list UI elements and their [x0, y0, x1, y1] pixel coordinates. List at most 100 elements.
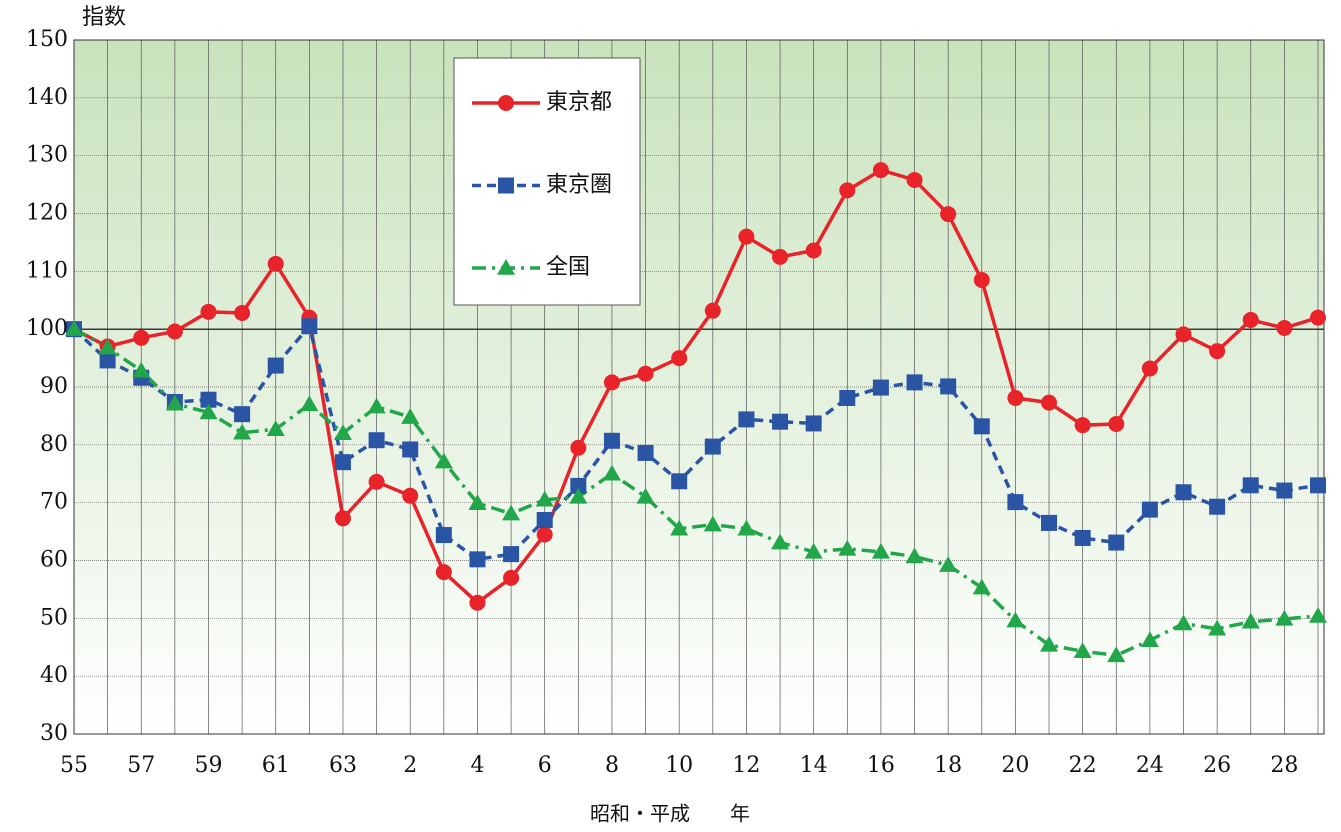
marker — [905, 547, 924, 564]
marker — [503, 546, 520, 563]
marker — [1041, 514, 1058, 531]
x-tick-label: 24 — [1136, 753, 1164, 778]
marker — [703, 515, 722, 532]
y-axis-label: 指数 — [82, 5, 126, 30]
marker — [771, 533, 790, 550]
marker — [738, 228, 755, 245]
legend-label: 東京圏 — [546, 173, 612, 198]
y-tick-label: 30 — [40, 721, 68, 746]
marker — [1141, 501, 1158, 518]
marker — [939, 556, 958, 572]
marker — [1175, 484, 1192, 501]
marker — [1310, 309, 1326, 326]
marker — [871, 542, 890, 559]
y-tick-label: 90 — [40, 374, 68, 399]
marker — [569, 487, 588, 504]
x-tick-label: 55 — [60, 753, 88, 778]
x-axis-label: 昭和・平成 年 — [590, 802, 750, 826]
y-tick-label: 60 — [40, 548, 68, 573]
x-tick-label: 20 — [1001, 753, 1029, 778]
x-tick-label: 26 — [1203, 753, 1231, 778]
y-tick-label: 100 — [26, 316, 68, 341]
x-tick-label: 61 — [262, 753, 290, 778]
x-tick-label: 16 — [867, 753, 895, 778]
legend-label: 東京都 — [546, 90, 612, 115]
marker — [435, 527, 452, 544]
y-tick-label: 80 — [40, 432, 68, 457]
marker — [805, 415, 822, 432]
marker — [940, 206, 957, 223]
marker — [300, 395, 319, 412]
marker — [333, 424, 352, 441]
marker — [1209, 343, 1226, 360]
marker — [1241, 612, 1260, 629]
y-tick-label: 50 — [40, 605, 68, 630]
x-tick-label: 14 — [800, 753, 828, 778]
marker — [940, 378, 957, 395]
x-tick-label: 6 — [538, 753, 552, 778]
marker — [1275, 609, 1294, 626]
marker — [199, 403, 218, 420]
marker — [1074, 417, 1091, 434]
marker — [805, 242, 822, 259]
marker — [1108, 416, 1125, 433]
marker — [536, 512, 553, 529]
marker — [132, 361, 151, 378]
marker — [1276, 320, 1293, 337]
marker — [1141, 360, 1158, 377]
marker — [368, 432, 385, 449]
x-tick-label: 22 — [1069, 753, 1097, 778]
marker — [906, 374, 923, 391]
y-tick-label: 120 — [26, 201, 68, 226]
marker — [637, 365, 654, 382]
marker — [671, 473, 688, 490]
marker — [469, 594, 486, 611]
x-tick-label: 8 — [605, 753, 619, 778]
marker — [1074, 529, 1091, 546]
legend — [453, 57, 641, 306]
marker — [603, 432, 620, 449]
y-tick-label: 70 — [40, 490, 68, 515]
marker — [637, 444, 654, 461]
marker — [839, 389, 856, 406]
marker — [636, 487, 655, 504]
marker — [65, 320, 83, 336]
marker — [670, 519, 689, 536]
marker — [1208, 619, 1227, 636]
marker — [1209, 498, 1226, 515]
marker — [772, 413, 789, 430]
marker — [535, 490, 554, 507]
marker — [738, 411, 755, 428]
marker — [502, 504, 521, 521]
marker — [234, 406, 251, 423]
y-tick-label: 130 — [26, 143, 68, 168]
marker — [267, 255, 284, 272]
marker — [839, 182, 856, 199]
marker — [402, 441, 419, 458]
plot-border — [73, 39, 1325, 735]
marker — [1174, 614, 1193, 631]
marker — [166, 323, 183, 340]
marker — [266, 420, 285, 436]
marker — [234, 304, 251, 321]
marker — [267, 357, 284, 374]
x-tick-label: 28 — [1270, 753, 1298, 778]
marker — [301, 318, 318, 335]
marker — [497, 259, 515, 275]
marker — [872, 379, 889, 396]
y-tick-label: 40 — [40, 663, 68, 688]
x-tick-label: 4 — [470, 753, 484, 778]
y-tick-label: 110 — [26, 258, 68, 283]
marker — [737, 519, 756, 536]
marker — [200, 303, 217, 320]
marker — [906, 171, 923, 188]
marker — [973, 418, 990, 435]
y-tick-label: 140 — [26, 85, 68, 110]
x-tick-label: 12 — [732, 753, 760, 778]
marker — [1006, 611, 1025, 628]
marker — [367, 397, 386, 414]
marker — [368, 473, 385, 490]
marker — [1073, 642, 1092, 659]
marker — [1175, 326, 1192, 343]
